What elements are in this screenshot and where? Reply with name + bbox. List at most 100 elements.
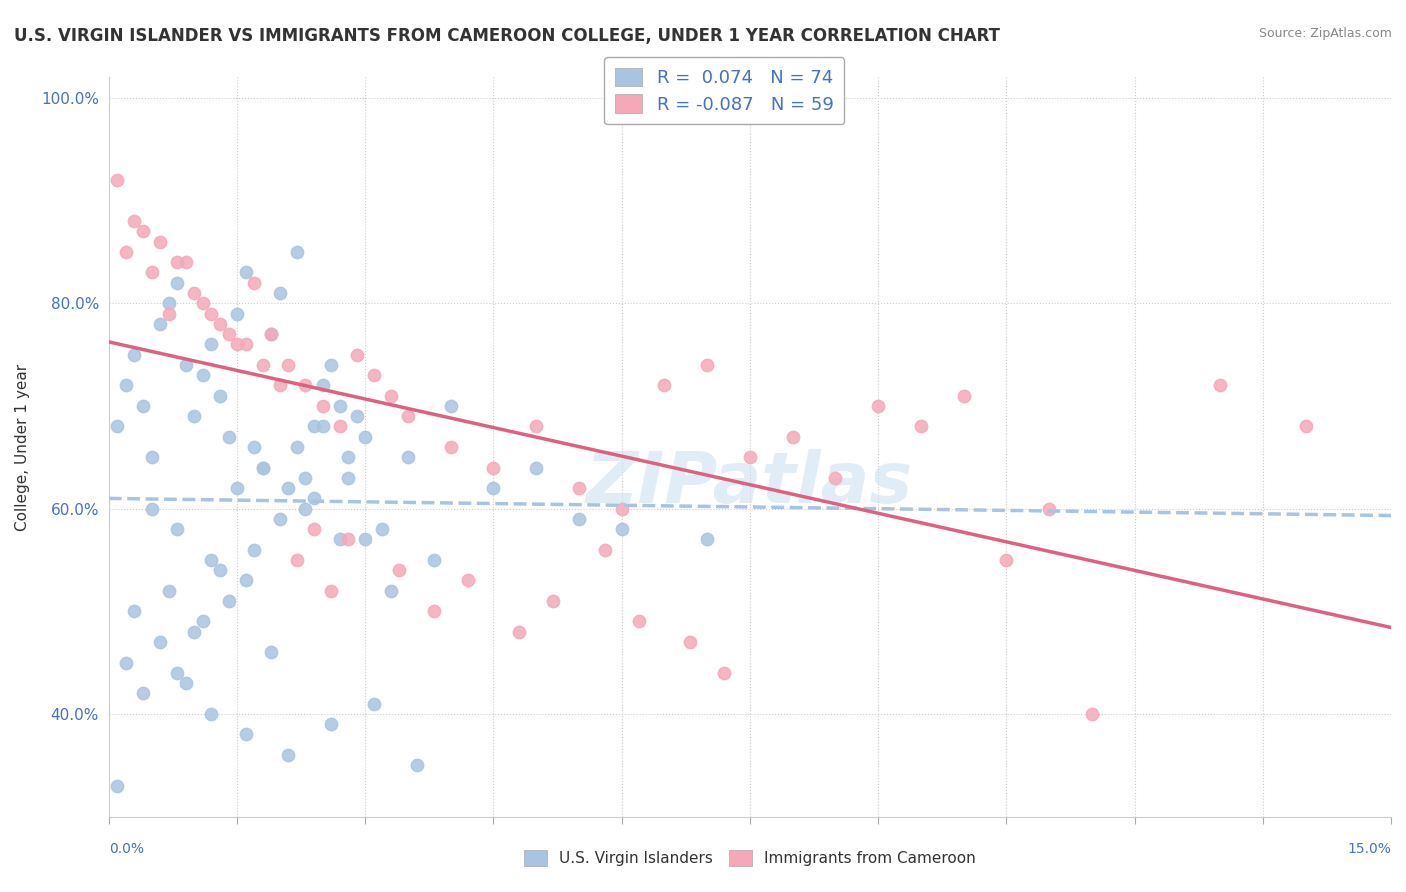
Point — [105, 419, 128, 434]
Point — [115, 378, 138, 392]
Point — [482, 460, 505, 475]
Point — [610, 522, 633, 536]
Point — [738, 450, 761, 465]
Point — [524, 419, 547, 434]
Point — [149, 317, 172, 331]
Point — [243, 542, 266, 557]
Point — [115, 244, 138, 259]
Point — [319, 358, 342, 372]
Point — [346, 409, 368, 424]
Point — [124, 604, 146, 618]
Point — [235, 727, 257, 741]
Point — [363, 697, 385, 711]
Point — [200, 307, 222, 321]
Point — [269, 512, 291, 526]
Point — [235, 337, 257, 351]
Point — [396, 450, 419, 465]
Point — [132, 686, 155, 700]
Point — [422, 553, 444, 567]
Point — [457, 574, 479, 588]
Point — [183, 624, 205, 639]
Point — [124, 348, 146, 362]
Point — [627, 615, 650, 629]
Point — [405, 758, 427, 772]
Point — [354, 430, 377, 444]
Point — [132, 399, 155, 413]
Point — [311, 378, 333, 392]
Point — [269, 378, 291, 392]
Point — [868, 399, 890, 413]
Point — [440, 440, 463, 454]
Point — [543, 594, 565, 608]
Point — [141, 450, 163, 465]
Point — [105, 173, 128, 187]
Point — [354, 533, 377, 547]
Point — [422, 604, 444, 618]
Point — [1209, 378, 1232, 392]
Point — [371, 522, 394, 536]
Point — [482, 481, 505, 495]
Point — [302, 491, 325, 506]
Point — [363, 368, 385, 383]
Point — [105, 779, 128, 793]
Point — [166, 255, 188, 269]
Point — [568, 481, 591, 495]
Point — [200, 337, 222, 351]
Point — [260, 645, 283, 659]
Point — [654, 378, 676, 392]
Point — [191, 368, 214, 383]
Point — [218, 594, 240, 608]
Point — [1295, 419, 1317, 434]
Text: Source: ZipAtlas.com: Source: ZipAtlas.com — [1258, 27, 1392, 40]
Point — [269, 285, 291, 300]
Point — [302, 419, 325, 434]
Point — [285, 553, 308, 567]
Point — [183, 409, 205, 424]
Point — [294, 378, 316, 392]
Point — [524, 460, 547, 475]
Point — [396, 409, 419, 424]
Point — [157, 307, 180, 321]
Point — [208, 563, 231, 577]
Point — [226, 307, 249, 321]
Point — [252, 460, 274, 475]
Point — [910, 419, 932, 434]
Point — [508, 624, 530, 639]
Point — [243, 276, 266, 290]
Point — [329, 419, 352, 434]
Point — [166, 665, 188, 680]
Point — [174, 255, 197, 269]
Point — [252, 358, 274, 372]
Point — [1038, 501, 1060, 516]
Point — [124, 214, 146, 228]
Point — [208, 317, 231, 331]
Legend: U.S. Virgin Islanders, Immigrants from Cameroon: U.S. Virgin Islanders, Immigrants from C… — [515, 841, 984, 875]
Point — [149, 235, 172, 249]
Point — [157, 296, 180, 310]
Point — [610, 501, 633, 516]
Point — [593, 542, 616, 557]
Point — [115, 656, 138, 670]
Point — [337, 533, 360, 547]
Point — [200, 706, 222, 721]
Point — [679, 635, 702, 649]
Point — [149, 635, 172, 649]
Text: U.S. VIRGIN ISLANDER VS IMMIGRANTS FROM CAMEROON COLLEGE, UNDER 1 YEAR CORRELATI: U.S. VIRGIN ISLANDER VS IMMIGRANTS FROM … — [14, 27, 1000, 45]
Point — [183, 285, 205, 300]
Point — [380, 583, 402, 598]
Point — [319, 583, 342, 598]
Point — [166, 522, 188, 536]
Point — [174, 676, 197, 690]
Text: ZIPatlas: ZIPatlas — [586, 450, 914, 518]
Point — [174, 358, 197, 372]
Point — [226, 481, 249, 495]
Point — [226, 337, 249, 351]
Point — [713, 665, 735, 680]
Point — [157, 583, 180, 598]
Point — [235, 265, 257, 279]
Point — [277, 358, 299, 372]
Point — [337, 450, 360, 465]
Point — [329, 533, 352, 547]
Point — [294, 471, 316, 485]
Point — [329, 399, 352, 413]
